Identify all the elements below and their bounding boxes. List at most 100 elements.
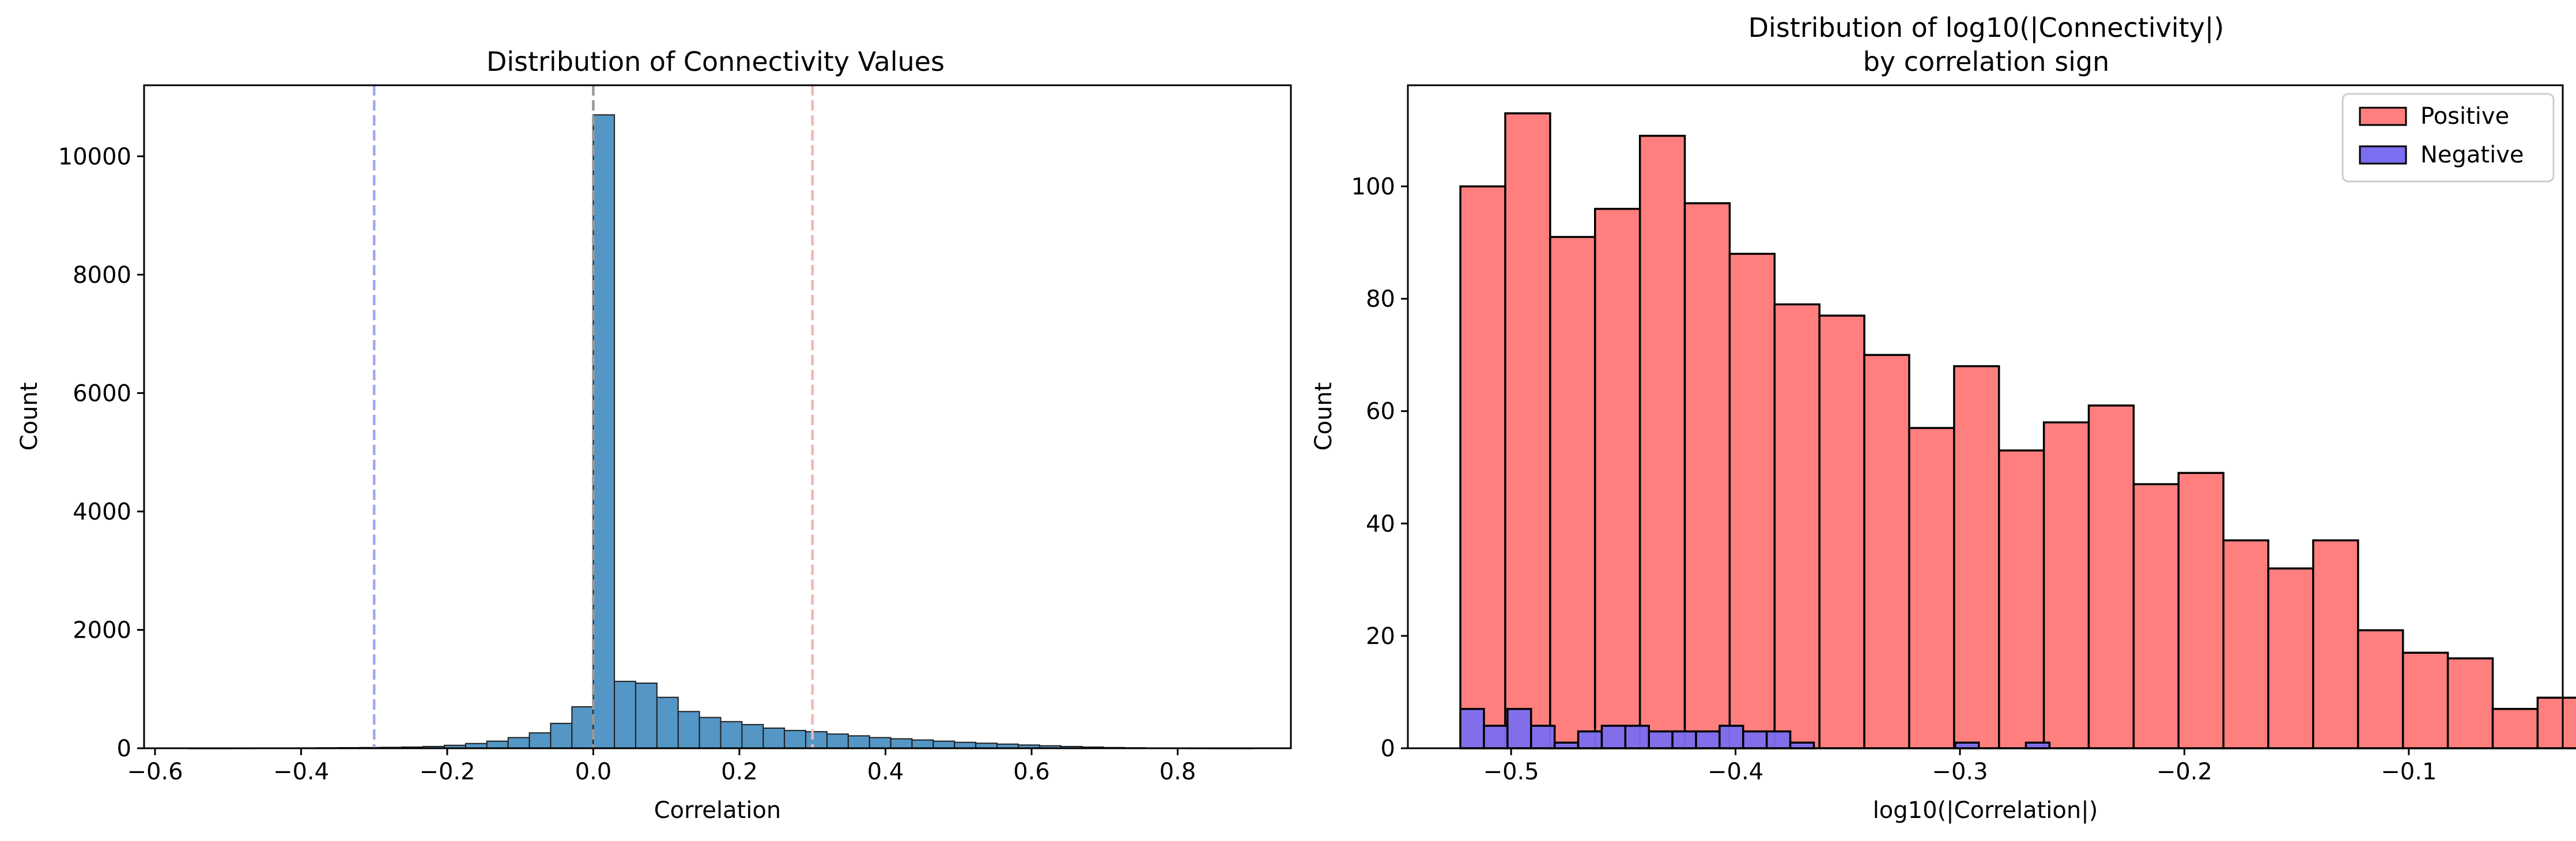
left-panel: Distribution of Connectivity Values −0.6… [16, 46, 1292, 824]
legend-label-positive: Positive [2420, 103, 2509, 130]
right-plot-frame [1407, 84, 2564, 749]
right-x-axis-ticks: −0.5 −0.4 −0.3 −0.2 −0.1 [1483, 748, 2437, 785]
right-y-tick-label: 100 [1351, 174, 1395, 200]
histogram-bar [954, 741, 977, 749]
histogram-bar [571, 706, 594, 749]
right-panel: Distribution of log10(|Connectivity|) by… [1310, 12, 2576, 824]
positive-histogram-bar [1504, 112, 1551, 749]
left-y-axis-label: Count [16, 382, 43, 451]
positive-histogram-bar [2312, 539, 2359, 749]
right-histogram-bars [1459, 112, 2576, 749]
positive-histogram-bar [2132, 483, 2180, 749]
negative-histogram-bar [1718, 725, 1744, 749]
negative-histogram-bar [1648, 730, 1674, 749]
positive-histogram-bar [1998, 449, 2045, 749]
right-x-tick-label: −0.1 [2381, 759, 2437, 785]
left-x-tick-label: 0.6 [1013, 759, 1050, 785]
negative-histogram-bar [1506, 707, 1532, 749]
right-x-axis-label: log10(|Correlation|) [1873, 797, 2098, 824]
histogram-bar [741, 723, 764, 749]
positive-histogram-bar [1459, 185, 1506, 749]
left-y-tick-label: 0 [117, 736, 131, 762]
negative-histogram-bar [1577, 730, 1603, 749]
positive-histogram-bar [2491, 707, 2539, 749]
histogram-bar [762, 728, 785, 749]
positive-histogram-bar [1683, 202, 1731, 749]
left-y-tick-label: 4000 [73, 499, 131, 525]
histogram-bar [507, 737, 530, 749]
legend: Positive Negative [2341, 93, 2555, 183]
positive-histogram-bar [1728, 252, 1776, 749]
histogram-bar [614, 680, 637, 749]
negative-histogram-bar [1742, 730, 1768, 749]
left-y-tick-label: 2000 [73, 617, 131, 643]
negative-histogram-bar [1695, 730, 1721, 749]
positive-histogram-bar [1953, 365, 2000, 749]
histogram-bar [698, 717, 722, 749]
left-y-tick-label: 10000 [58, 143, 131, 170]
histogram-bar [826, 733, 849, 749]
negative-histogram-bar [1671, 730, 1697, 749]
positive-histogram-bar [1594, 207, 1641, 749]
positive-histogram-bar [2536, 696, 2576, 749]
right-y-tick-label: 0 [1381, 736, 1395, 762]
left-x-tick-label: 0.2 [721, 759, 758, 785]
histogram-bar [720, 721, 743, 749]
positive-histogram-bar [1549, 236, 1596, 749]
left-x-tick-label: −0.2 [419, 759, 475, 785]
histogram-bar [486, 740, 509, 749]
histogram-bar [868, 737, 892, 749]
positive-histogram-bar [1638, 135, 1686, 749]
histogram-bar [932, 740, 955, 749]
histogram-bar [805, 731, 828, 749]
left-y-tick-label: 6000 [73, 380, 131, 407]
legend-swatch-negative [2359, 145, 2407, 165]
positive-histogram-bar [2222, 539, 2269, 749]
positive-histogram-bar [2087, 404, 2135, 749]
left-y-tick-label: 8000 [73, 262, 131, 289]
positive-histogram-bar [2177, 472, 2224, 749]
legend-swatch-positive [2359, 107, 2407, 126]
negative-histogram-bar [1600, 725, 1627, 749]
left-plot-frame [143, 84, 1292, 749]
histogram-bar [890, 738, 913, 749]
positive-histogram-bar [2401, 651, 2449, 749]
right-y-axis-ticks: 0 20 40 60 80 100 [1351, 174, 1408, 762]
left-x-tick-label: 0.4 [867, 759, 904, 785]
negative-histogram-bar [1624, 725, 1650, 749]
histogram-bar [550, 722, 573, 749]
left-x-tick-label: 0.0 [575, 759, 612, 785]
left-x-axis-ticks: −0.6 −0.4 −0.2 0.0 0.2 0.4 0.6 0.8 [127, 748, 1196, 785]
right-y-tick-label: 80 [1366, 286, 1395, 313]
right-x-tick-label: −0.4 [1708, 759, 1763, 785]
right-chart-title: Distribution of log10(|Connectivity|) [1748, 12, 2224, 44]
histogram-bar [635, 682, 658, 749]
left-chart-title: Distribution of Connectivity Values [486, 46, 945, 77]
left-y-axis-ticks: 0 2000 4000 6000 8000 10000 [58, 143, 144, 762]
legend-label-negative: Negative [2420, 142, 2524, 168]
histogram-bar [592, 114, 615, 749]
positive-histogram-bar [1863, 354, 1910, 749]
histogram-bar [847, 735, 870, 749]
histogram-bar [528, 732, 552, 749]
positive-histogram-bar [1818, 315, 1865, 749]
right-y-tick-label: 20 [1366, 623, 1395, 650]
left-x-tick-label: −0.6 [127, 759, 183, 785]
positive-histogram-bar [2267, 567, 2314, 749]
right-x-tick-label: −0.5 [1483, 759, 1539, 785]
right-y-tick-label: 60 [1366, 399, 1395, 425]
right-y-tick-label: 40 [1366, 511, 1395, 537]
positive-histogram-bar [1773, 303, 1820, 749]
right-x-tick-label: −0.2 [2156, 759, 2212, 785]
right-x-tick-label: −0.3 [1932, 759, 1988, 785]
left-reference-lines [373, 85, 814, 748]
positive-histogram-bar [2042, 421, 2090, 749]
left-x-tick-label: 0.8 [1159, 759, 1196, 785]
positive-histogram-bar [1908, 427, 1955, 749]
left-histogram-bars [188, 114, 1253, 749]
histogram-bar [911, 739, 934, 749]
negative-histogram-bar [1765, 730, 1792, 749]
histogram-bar [677, 711, 700, 749]
negative-histogram-bar [1530, 725, 1556, 749]
